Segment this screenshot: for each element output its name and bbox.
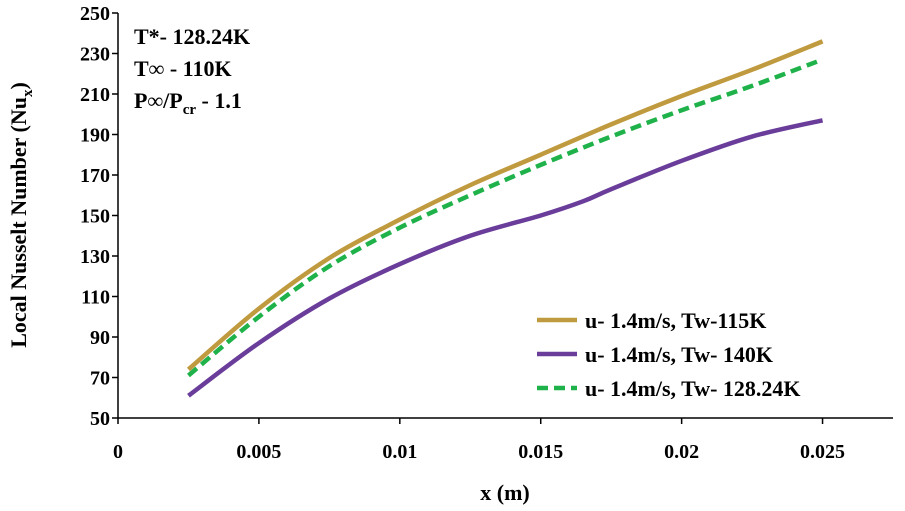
annotation-pressure-sub: cr	[183, 102, 197, 118]
x-tick-label: 0.015	[518, 441, 563, 463]
y-tick-label: 190	[80, 125, 110, 147]
annotation-pressure-suffix: - 1.1	[196, 88, 242, 113]
y-tick-label: 250	[80, 3, 110, 25]
y-tick-label: 150	[80, 206, 110, 228]
y-tick-label: 110	[81, 287, 110, 309]
annotation-t-star: T*- 128.24K	[134, 24, 250, 49]
y-tick-label: 230	[80, 44, 110, 66]
legend-label-3: u- 1.4m/s, Tw- 128.24K	[585, 376, 801, 401]
x-tick-label: 0	[113, 441, 123, 463]
annotation-pressure-ratio: P∞/Pcr - 1.1	[134, 88, 242, 118]
x-tick-label: 0.025	[800, 441, 845, 463]
legend-label-1: u- 1.4m/s, Tw-115K	[585, 308, 766, 333]
y-tick-label: 210	[80, 84, 110, 106]
x-tick-label: 0.02	[664, 441, 699, 463]
y-tick-label: 50	[90, 408, 110, 430]
x-axis-title: x (m)	[480, 480, 529, 505]
y-tick-label: 90	[90, 327, 110, 349]
annotation-pressure-main: P∞/P	[134, 88, 183, 113]
legend-label-2: u- 1.4m/s, Tw- 140K	[585, 342, 773, 367]
y-tick-label: 170	[80, 165, 110, 187]
annotations: T*- 128.24K T∞ - 110K P∞/Pcr - 1.1	[134, 24, 250, 118]
series-line-1	[186, 39, 824, 372]
x-tick-label: 0.005	[236, 441, 281, 463]
x-ticks: 0 0.005 0.01 0.015 0.02 0.025	[113, 418, 845, 463]
series-line-3	[187, 57, 824, 378]
x-tick-label: 0.01	[382, 441, 417, 463]
y-tick-label: 70	[90, 368, 110, 390]
y-axis-title-close: )	[6, 82, 31, 89]
y-axis-title: Local Nusselt Number (Nux)	[6, 82, 36, 348]
y-ticks: 50 70 90 110 130 150 170 190 210 230 250	[80, 3, 118, 430]
series-layer	[186, 39, 824, 398]
y-axis-title-sub: x	[20, 89, 36, 97]
y-axis-title-main: Local Nusselt Number (Nu	[6, 97, 31, 348]
axes	[117, 13, 893, 419]
y-tick-label: 130	[80, 246, 110, 268]
annotation-t-inf: T∞ - 110K	[134, 56, 232, 81]
legend: u- 1.4m/s, Tw-115K u- 1.4m/s, Tw- 140K u- …	[537, 308, 801, 401]
series-line-2	[187, 118, 824, 398]
